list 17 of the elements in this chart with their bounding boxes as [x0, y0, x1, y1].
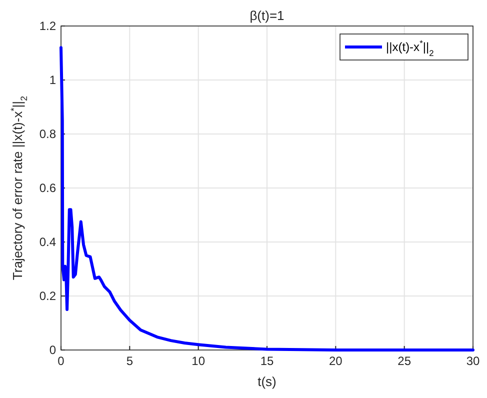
y-tick-label: 1 [49, 73, 56, 87]
x-tick-label: 15 [260, 354, 274, 368]
x-tick-label: 25 [398, 354, 412, 368]
chart-title: β(t)=1 [250, 8, 284, 23]
x-tick-label: 5 [126, 354, 134, 368]
y-tick-label: 0.6 [39, 181, 56, 195]
y-tick-label: 0.2 [39, 289, 56, 303]
y-tick-label: 0.8 [39, 127, 56, 141]
x-axis-title: t(s) [258, 374, 276, 389]
x-tick-label: 10 [192, 354, 206, 368]
y-tick-label: 0.4 [39, 235, 56, 249]
x-tick-label: 20 [328, 354, 343, 368]
y-tick-label: 0 [49, 343, 56, 357]
x-tick-label: 0 [58, 354, 65, 368]
y-tick-label: 1.2 [39, 19, 56, 33]
legend-label: ||x(t)-x$^{*}$||$_{2}$ [386, 38, 434, 58]
x-tick-label: 30 [466, 354, 480, 368]
